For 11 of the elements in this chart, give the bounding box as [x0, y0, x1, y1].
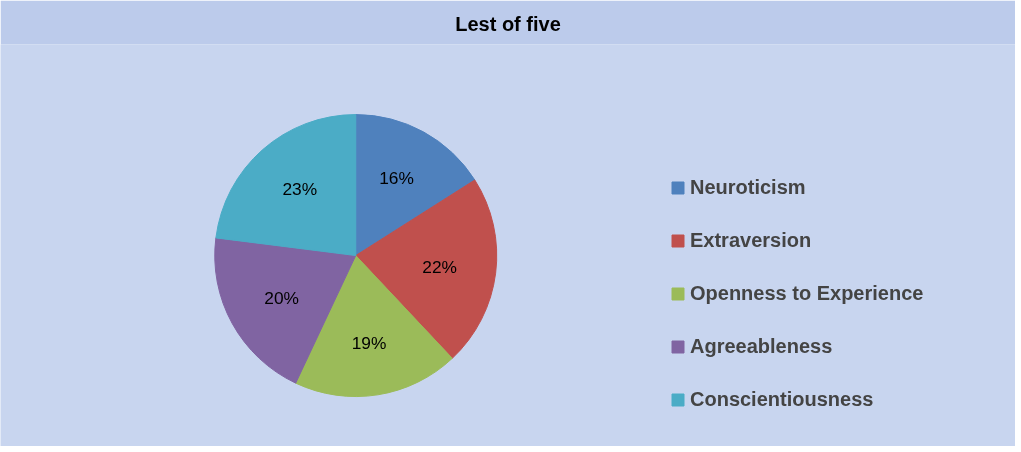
legend-label: Openness to Experience [690, 282, 924, 305]
chart-title: Lest of five [455, 12, 561, 35]
data-label: 19% [351, 332, 387, 353]
data-label: 20% [264, 288, 299, 308]
legend-label: Neuroticism [690, 176, 806, 199]
legend-label: Agreeableness [690, 335, 833, 358]
data-label: 22% [422, 256, 458, 277]
legend-label: Conscientiousness [690, 388, 874, 411]
legend-label: Extraversion [690, 229, 812, 252]
data-label: 16% [379, 168, 414, 189]
data-label: 23% [282, 179, 318, 200]
